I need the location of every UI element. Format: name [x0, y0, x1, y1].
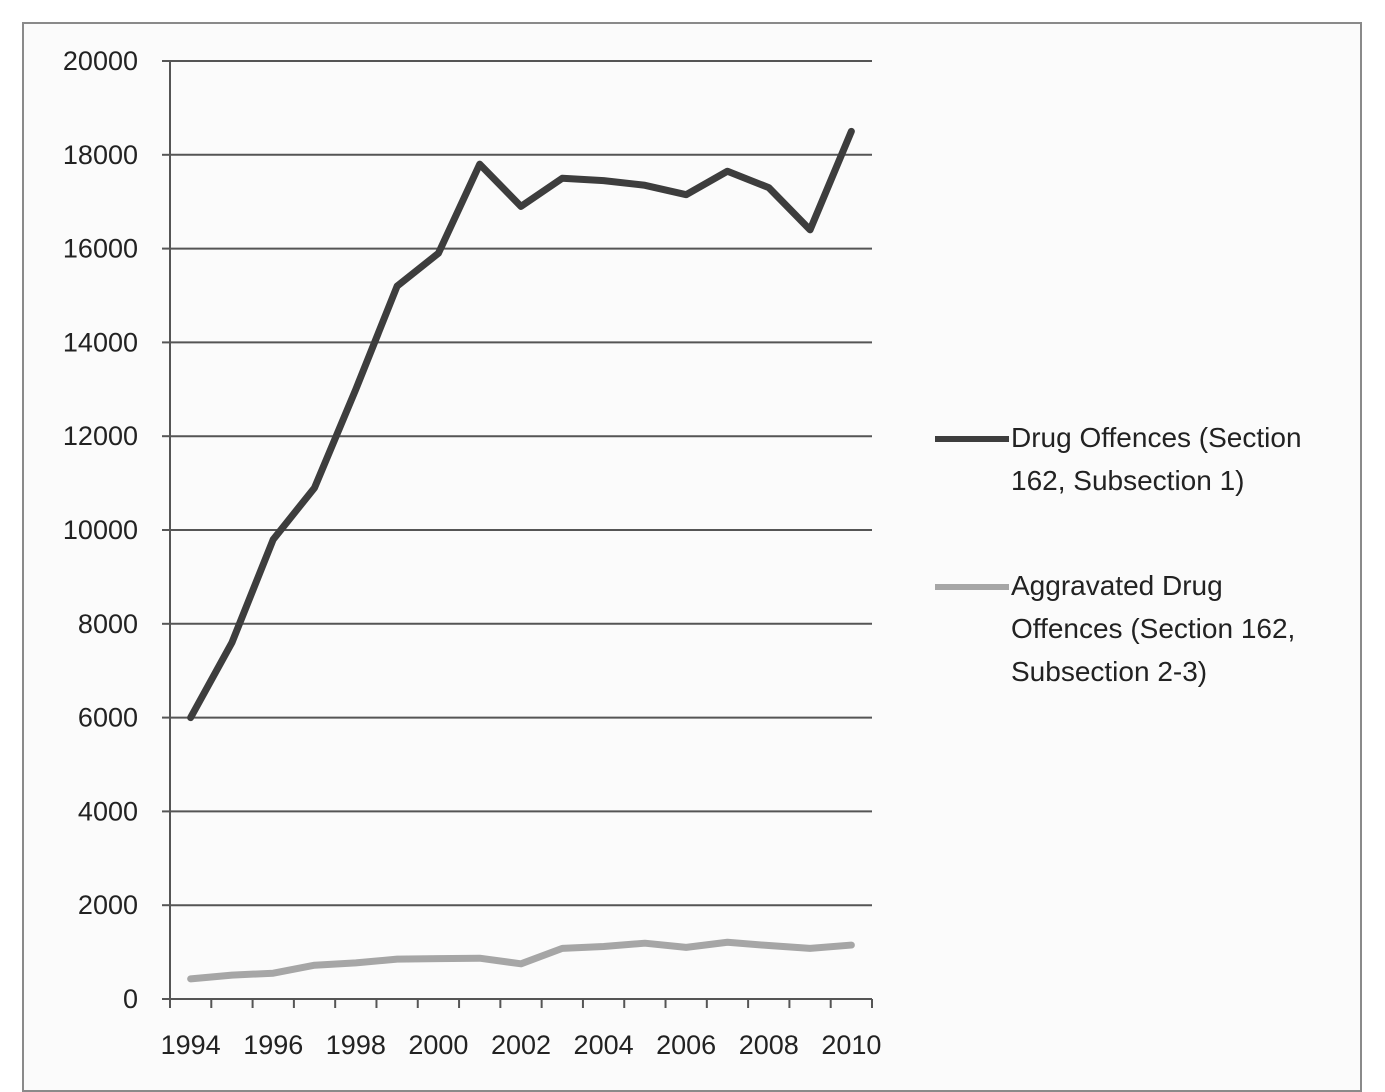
legend-label-aggravated: Aggravated Drug Offences (Section 162, S…	[1011, 564, 1351, 693]
y-tick-label: 10000	[63, 515, 138, 545]
x-tick-label: 1994	[161, 1030, 221, 1060]
legend-label-drug-offences: Drug Offences (Section 162, Subsection 1…	[1011, 416, 1351, 502]
x-tick-label: 2008	[739, 1030, 799, 1060]
legend-line: Drug Offences (Section	[1011, 416, 1351, 459]
y-tick-label: 0	[123, 984, 138, 1014]
legend-swatch-aggravated	[935, 584, 1009, 590]
legend-line: Subsection 2-3)	[1011, 650, 1351, 693]
y-tick-label: 16000	[63, 234, 138, 264]
legend-line: Offences (Section 162,	[1011, 607, 1351, 650]
y-tick-label: 2000	[78, 890, 138, 920]
x-tick-label: 2002	[491, 1030, 551, 1060]
y-tick-label: 6000	[78, 703, 138, 733]
legend-swatch-drug-offences	[935, 436, 1009, 442]
x-tick-label: 2004	[574, 1030, 634, 1060]
series-line-0	[191, 131, 852, 717]
x-tick-label: 2000	[408, 1030, 468, 1060]
y-tick-label: 14000	[63, 327, 138, 357]
y-tick-label: 12000	[63, 421, 138, 451]
x-tick-label: 2010	[821, 1030, 881, 1060]
y-tick-label: 18000	[63, 140, 138, 170]
x-tick-label: 1998	[326, 1030, 386, 1060]
x-tick-label: 1996	[243, 1030, 303, 1060]
legend-line: 162, Subsection 1)	[1011, 459, 1351, 502]
x-tick-label: 2006	[656, 1030, 716, 1060]
y-tick-label: 4000	[78, 796, 138, 826]
y-tick-label: 20000	[63, 46, 138, 76]
series-line-1	[191, 942, 852, 979]
legend-line: Aggravated Drug	[1011, 564, 1351, 607]
y-tick-label: 8000	[78, 609, 138, 639]
